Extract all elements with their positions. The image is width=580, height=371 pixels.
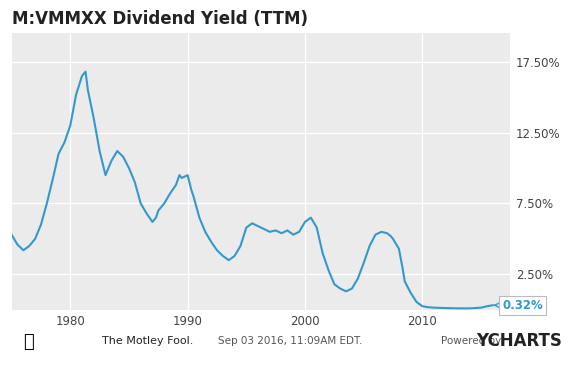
Text: The Motley Fool.: The Motley Fool. [102,336,193,346]
Text: Sep 03 2016, 11:09AM EDT.: Sep 03 2016, 11:09AM EDT. [218,336,362,346]
Text: Powered by: Powered by [441,336,501,346]
Text: M:VMMXX Dividend Yield (TTM): M:VMMXX Dividend Yield (TTM) [12,10,307,28]
Text: 🎭: 🎭 [24,333,34,351]
Text: 0.32%: 0.32% [495,299,543,312]
Text: YCHARTS: YCHARTS [476,332,562,350]
